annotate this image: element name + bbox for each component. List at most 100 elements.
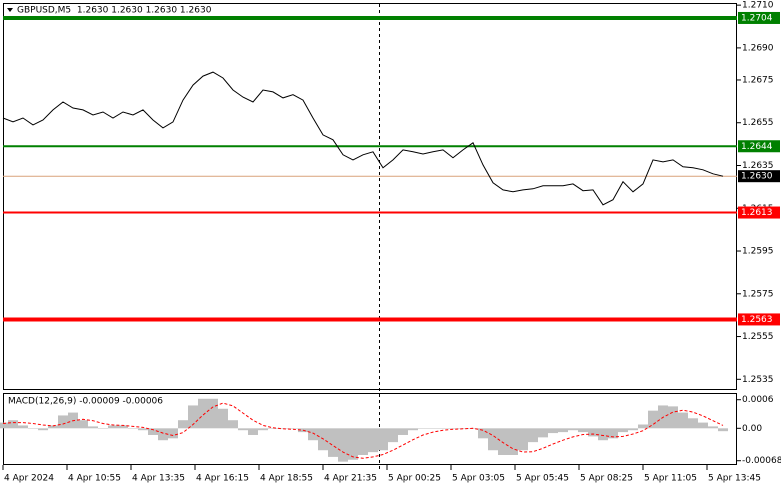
macd-bar bbox=[378, 428, 388, 451]
macd-bar bbox=[88, 426, 98, 429]
macd-bar bbox=[638, 424, 648, 429]
x-tick-label: 4 Apr 21:35 bbox=[324, 474, 377, 484]
chart-title: GBPUSD,M5 1.2630 1.2630 1.2630 1.2630 bbox=[17, 6, 212, 16]
x-tick-label: 5 Apr 05:45 bbox=[516, 474, 569, 484]
macd-bar bbox=[308, 428, 318, 441]
macd-bar bbox=[268, 428, 278, 429]
y-tick-label: 1.2690 bbox=[742, 43, 774, 53]
menu-triangle bbox=[7, 8, 13, 12]
macd-bar bbox=[188, 405, 198, 429]
macd-bar bbox=[528, 428, 538, 443]
macd-bar bbox=[608, 428, 618, 439]
macd-bar bbox=[258, 428, 268, 431]
level-label-box bbox=[738, 313, 780, 326]
x-tick-label: 4 Apr 13:35 bbox=[132, 474, 185, 484]
macd-bar bbox=[58, 415, 68, 429]
macd-bar bbox=[128, 428, 138, 429]
macd-bar bbox=[438, 428, 448, 429]
macd-bar bbox=[368, 428, 378, 453]
y-tick-label: -0.00068 bbox=[742, 456, 781, 466]
macd-bar bbox=[118, 425, 128, 429]
macd-bar bbox=[208, 398, 218, 429]
macd-bar bbox=[408, 428, 418, 431]
macd-bar bbox=[538, 428, 548, 438]
macd-bar bbox=[678, 412, 688, 429]
macd-bar bbox=[158, 428, 168, 441]
y-tick-label: 1.2575 bbox=[742, 289, 774, 299]
macd-bar bbox=[508, 428, 518, 455]
y-tick-label: 1.2655 bbox=[742, 118, 774, 128]
macd-bar bbox=[478, 428, 488, 439]
macd-bar bbox=[198, 398, 208, 429]
macd-bar bbox=[288, 428, 298, 429]
macd-bar bbox=[138, 428, 148, 431]
macd-bar bbox=[328, 428, 338, 457]
level-label: 1.2704 bbox=[741, 13, 773, 23]
macd-bar bbox=[718, 428, 728, 432]
macd-bar bbox=[418, 428, 428, 429]
macd-bar bbox=[588, 428, 598, 437]
x-tick-label: 5 Apr 00:25 bbox=[388, 474, 441, 484]
macd-bar bbox=[498, 428, 508, 455]
macd-bar bbox=[388, 428, 398, 443]
macd-bar bbox=[688, 418, 698, 429]
level-label: 1.2613 bbox=[741, 208, 773, 218]
macd-bar bbox=[228, 420, 238, 429]
macd-bar bbox=[98, 428, 108, 429]
macd-bar bbox=[628, 428, 638, 431]
macd-bar bbox=[518, 428, 528, 451]
macd-bar bbox=[148, 428, 158, 435]
y-tick-label: 0.0006 bbox=[742, 395, 774, 405]
macd-bar bbox=[598, 428, 608, 441]
macd-panel bbox=[3, 393, 737, 465]
macd-bar bbox=[248, 428, 258, 435]
macd-bar bbox=[238, 428, 248, 431]
macd-bar bbox=[548, 428, 558, 434]
bid-label-box bbox=[738, 170, 780, 183]
x-tick-label: 4 Apr 10:55 bbox=[68, 474, 121, 484]
x-tick-label: 4 Apr 16:15 bbox=[196, 474, 249, 484]
macd-bar bbox=[48, 425, 58, 429]
level-label: 1.2563 bbox=[741, 315, 773, 325]
macd-bar bbox=[8, 420, 18, 429]
macd-bar bbox=[648, 410, 658, 429]
price-line bbox=[2, 71, 724, 206]
bid-label: 1.2630 bbox=[741, 172, 773, 182]
y-tick-label: 1.2635 bbox=[742, 161, 774, 171]
macd-bar bbox=[108, 425, 118, 429]
macd-bar bbox=[28, 428, 38, 429]
x-tick-label: 5 Apr 11:05 bbox=[644, 474, 697, 484]
level-label: 1.2644 bbox=[741, 142, 773, 152]
x-tick-label: 4 Apr 2024 bbox=[4, 474, 54, 484]
x-tick-label: 5 Apr 08:25 bbox=[580, 474, 633, 484]
macd-bar bbox=[698, 422, 708, 429]
macd-bar bbox=[448, 428, 458, 429]
macd-bar bbox=[38, 428, 48, 431]
macd-bar bbox=[178, 420, 188, 429]
y-tick-label: 1.2675 bbox=[742, 75, 774, 85]
level-label-box bbox=[738, 11, 780, 24]
macd-bar bbox=[428, 428, 438, 429]
macd-bar bbox=[668, 406, 678, 429]
macd-bar bbox=[398, 428, 408, 435]
macd-bar bbox=[558, 428, 568, 433]
x-tick-label: 5 Apr 13:45 bbox=[708, 474, 761, 484]
x-tick-label: 5 Apr 03:05 bbox=[452, 474, 505, 484]
x-tick-label: 4 Apr 18:55 bbox=[260, 474, 313, 484]
y-tick-label: 1.2595 bbox=[742, 247, 774, 257]
macd-bar bbox=[0, 422, 8, 429]
y-tick-label: 1.2555 bbox=[742, 332, 774, 342]
macd-title: MACD(12,26,9) -0.00009 -0.00006 bbox=[8, 397, 163, 407]
signal-line bbox=[2, 402, 724, 459]
level-label-box bbox=[738, 206, 780, 219]
macd-bar bbox=[578, 428, 588, 433]
macd-bar bbox=[338, 428, 348, 462]
macd-bar bbox=[218, 408, 228, 429]
macd-bar bbox=[618, 428, 628, 433]
macd-bar bbox=[18, 425, 28, 429]
macd-bar bbox=[78, 420, 88, 429]
macd-bar bbox=[168, 428, 178, 439]
price-panel bbox=[3, 3, 737, 390]
